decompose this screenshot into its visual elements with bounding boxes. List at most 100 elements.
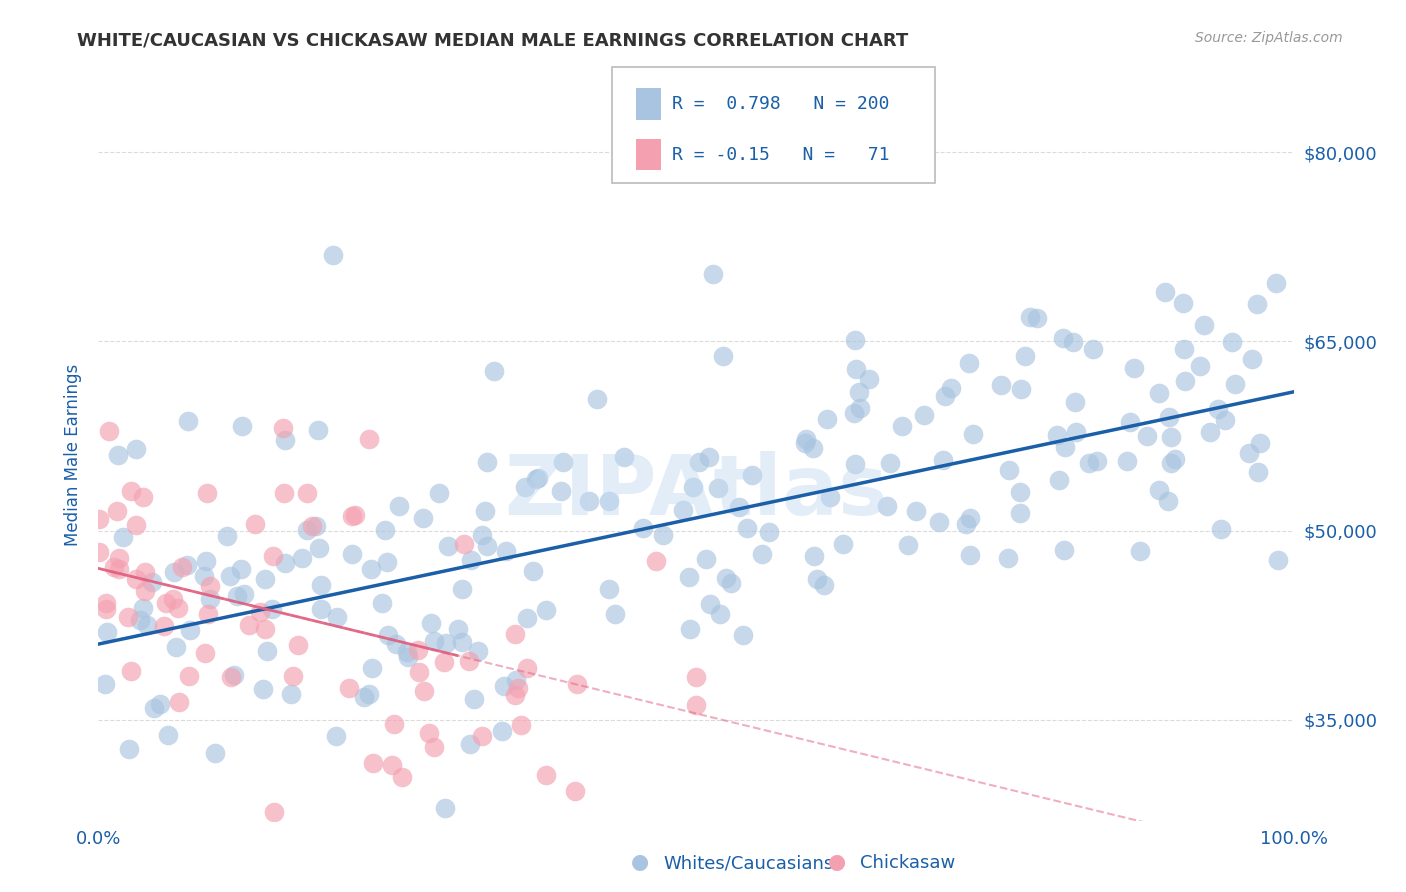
Point (564, 783, 586, 797)
Point (491, 724, 513, 739)
Point (990, 378, 1012, 392)
Point (149, 698, 172, 712)
Point (198, 579, 221, 593)
Point (644, 554, 666, 568)
Point (516, 611, 538, 625)
Point (678, 570, 700, 584)
Point (377, 555, 399, 569)
Point (957, 356, 980, 370)
Point (613, 450, 636, 465)
Point (672, 503, 695, 517)
Point (1265, 276, 1288, 290)
Point (1122, 360, 1144, 375)
Point (420, 616, 443, 631)
Point (105, 504, 128, 518)
Point (1160, 430, 1182, 444)
Point (467, 643, 489, 657)
Point (1025, 310, 1047, 325)
Point (1211, 522, 1233, 536)
Point (219, 568, 242, 582)
Point (193, 569, 215, 583)
Point (803, 549, 825, 563)
Point (194, 646, 217, 660)
Point (567, 676, 589, 690)
Point (436, 539, 458, 553)
Point (1189, 359, 1212, 374)
Text: ●: ● (631, 853, 648, 872)
Point (813, 578, 835, 592)
Point (382, 716, 405, 731)
Point (388, 499, 411, 513)
Point (460, 553, 482, 567)
Point (357, 433, 380, 447)
Point (408, 665, 430, 679)
Point (1019, 310, 1042, 325)
Point (1064, 394, 1087, 409)
Point (217, 529, 239, 543)
Point (167, 601, 190, 615)
Point (377, 628, 399, 642)
Point (107, 448, 129, 462)
Point (508, 681, 530, 695)
Point (108, 551, 131, 566)
Point (326, 610, 349, 624)
Point (679, 622, 702, 636)
Point (844, 333, 866, 347)
Point (685, 698, 707, 713)
Point (1159, 410, 1181, 425)
Point (260, 602, 283, 616)
Point (97, 424, 120, 438)
Point (939, 381, 962, 395)
Point (997, 463, 1019, 477)
Point (707, 482, 730, 496)
Point (695, 551, 717, 566)
Text: WHITE/CAUCASIAN VS CHICKASAW MEDIAN MALE EARNINGS CORRELATION CHART: WHITE/CAUCASIAN VS CHICKASAW MEDIAN MALE… (77, 31, 908, 49)
Point (513, 480, 536, 494)
Point (453, 537, 475, 551)
Point (1077, 456, 1099, 470)
Point (997, 551, 1019, 566)
Point (271, 421, 294, 435)
Point (295, 485, 318, 500)
Point (353, 690, 375, 705)
Text: R = -0.15   N =   71: R = -0.15 N = 71 (672, 145, 890, 163)
Point (522, 564, 544, 578)
Point (709, 607, 731, 621)
Text: Whites/Caucasians: Whites/Caucasians (664, 855, 834, 872)
Point (406, 643, 429, 657)
Point (879, 457, 901, 471)
Point (1064, 425, 1087, 439)
Point (283, 668, 305, 682)
Point (1014, 349, 1036, 363)
Point (1047, 473, 1070, 487)
Point (337, 681, 360, 695)
Point (131, 600, 153, 615)
Point (252, 681, 274, 696)
Point (263, 805, 285, 819)
Point (432, 655, 454, 669)
Point (598, 493, 620, 508)
Point (1008, 484, 1031, 499)
Point (697, 450, 720, 464)
Point (412, 511, 434, 525)
Point (371, 596, 394, 610)
Point (578, 494, 600, 508)
Point (1246, 465, 1268, 479)
Point (1129, 543, 1152, 558)
Point (301, 519, 323, 533)
Point (699, 597, 721, 611)
Point (141, 575, 163, 590)
Point (1206, 401, 1229, 416)
Point (1241, 351, 1264, 366)
Point (359, 687, 381, 701)
Point (515, 661, 537, 675)
Point (307, 423, 329, 437)
Point (815, 411, 838, 425)
Point (471, 730, 494, 744)
Point (1147, 483, 1170, 498)
Point (423, 634, 446, 648)
Point (842, 406, 865, 420)
Point (475, 539, 498, 553)
Point (492, 680, 515, 694)
Point (1116, 454, 1139, 468)
